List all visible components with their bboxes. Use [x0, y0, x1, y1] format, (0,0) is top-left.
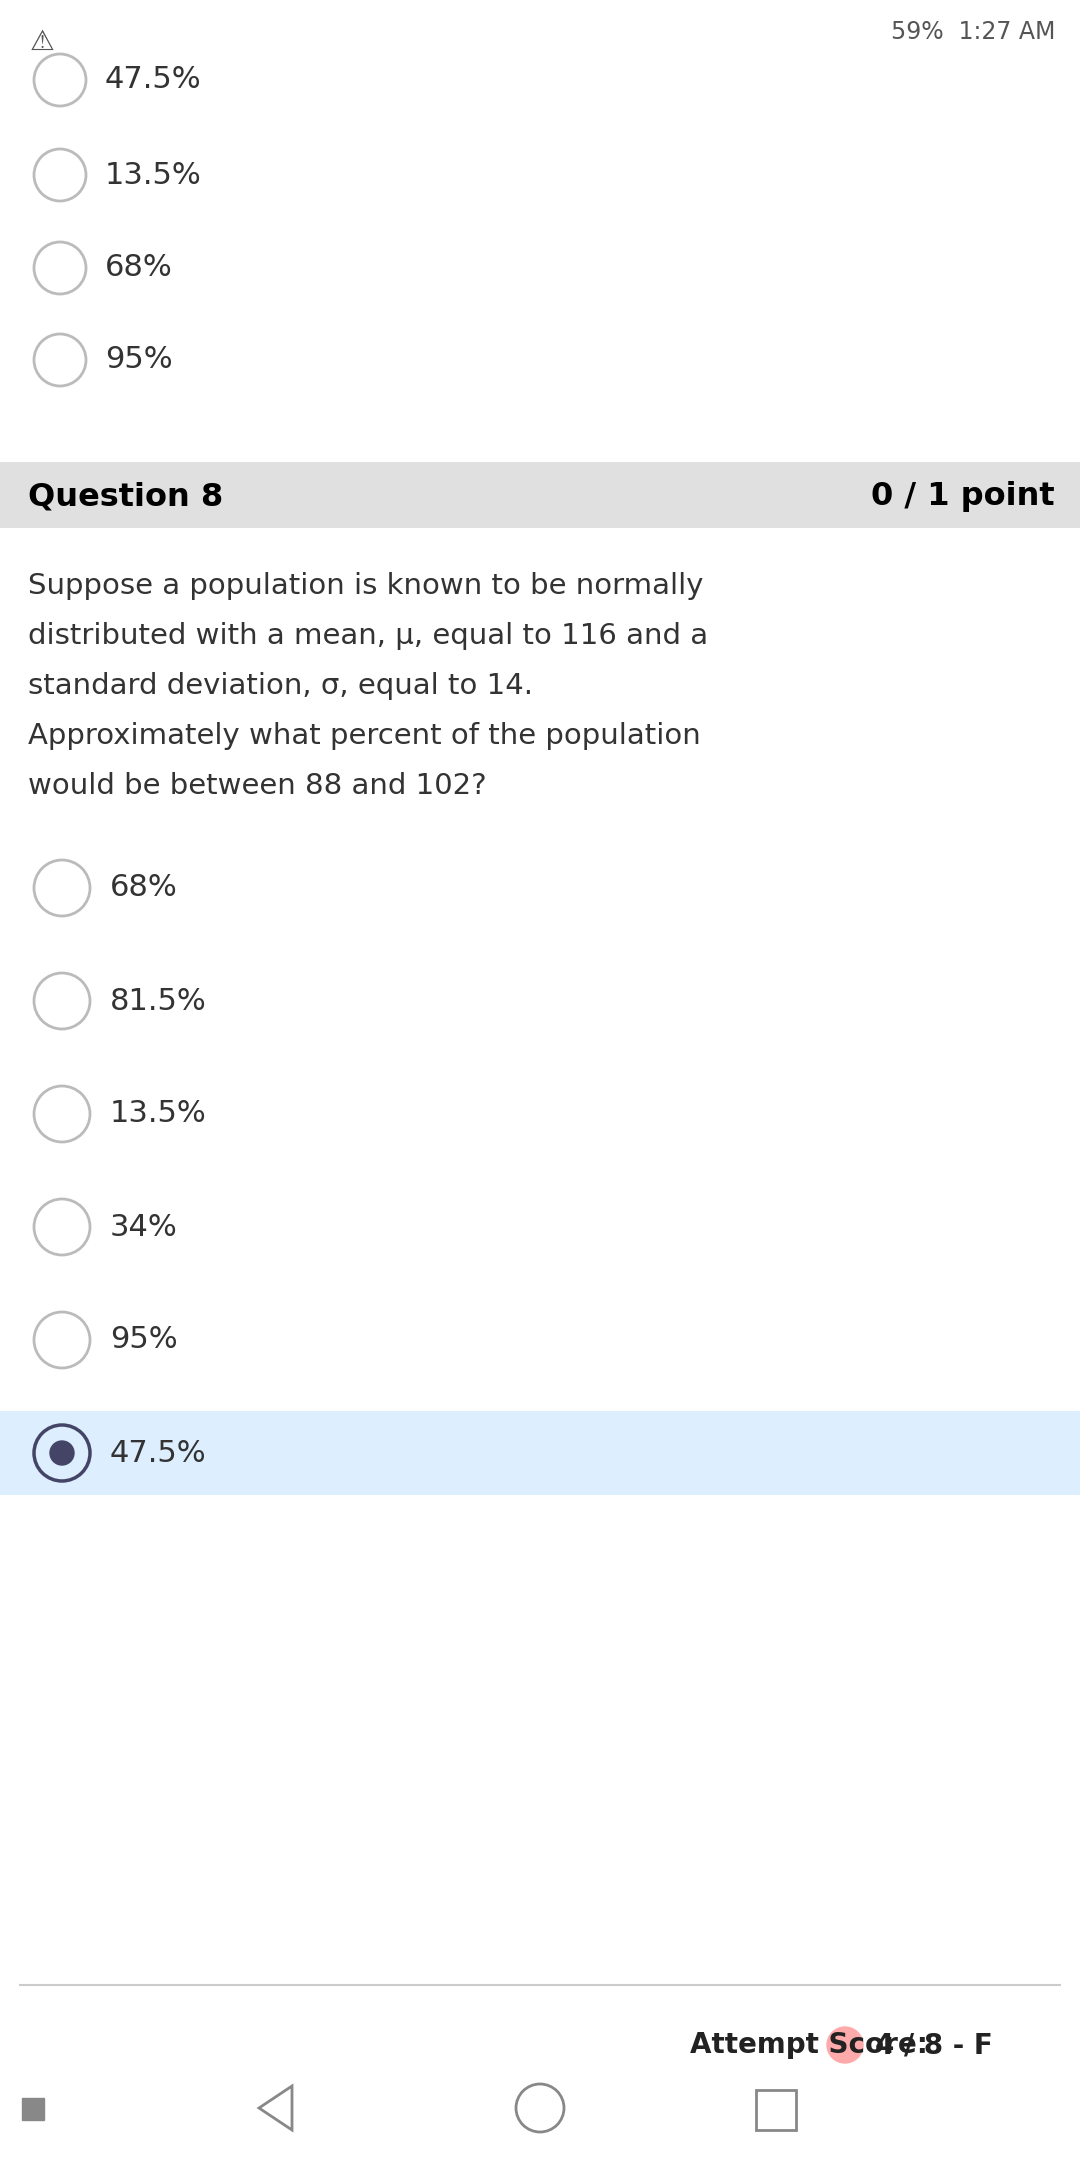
Text: 13.5%: 13.5% — [110, 1099, 206, 1128]
Text: 13.5%: 13.5% — [105, 160, 202, 190]
Text: 68%: 68% — [105, 253, 173, 283]
Text: 95%: 95% — [105, 346, 173, 374]
Text: Suppose a population is known to be normally: Suppose a population is known to be norm… — [28, 572, 703, 600]
Text: 81.5%: 81.5% — [110, 987, 206, 1015]
Text: 4 / 8 - F: 4 / 8 - F — [875, 2030, 993, 2058]
Bar — [0, 1410, 1080, 1495]
Bar — [0, 462, 1080, 527]
Circle shape — [827, 2026, 863, 2063]
Text: 47.5%: 47.5% — [105, 65, 202, 95]
Bar — [756, 2091, 796, 2130]
Text: 59%  1:27 AM: 59% 1:27 AM — [891, 19, 1055, 43]
Text: ⚠: ⚠ — [30, 28, 55, 56]
Text: distributed with a mean, μ, equal to 116 and a: distributed with a mean, μ, equal to 116… — [28, 622, 708, 650]
Text: 0 / 1 point: 0 / 1 point — [872, 482, 1055, 512]
Bar — [22, 2097, 44, 2119]
Text: Approximately what percent of the population: Approximately what percent of the popula… — [28, 721, 701, 750]
Text: Attempt Score:: Attempt Score: — [690, 2030, 928, 2058]
Text: Question 8: Question 8 — [28, 482, 224, 512]
Text: 47.5%: 47.5% — [110, 1439, 206, 1467]
Text: 68%: 68% — [110, 873, 178, 903]
Circle shape — [50, 1441, 75, 1464]
Text: standard deviation, σ, equal to 14.: standard deviation, σ, equal to 14. — [28, 672, 534, 700]
Text: 95%: 95% — [110, 1326, 177, 1354]
Text: 34%: 34% — [110, 1212, 178, 1242]
Text: would be between 88 and 102?: would be between 88 and 102? — [28, 771, 487, 799]
